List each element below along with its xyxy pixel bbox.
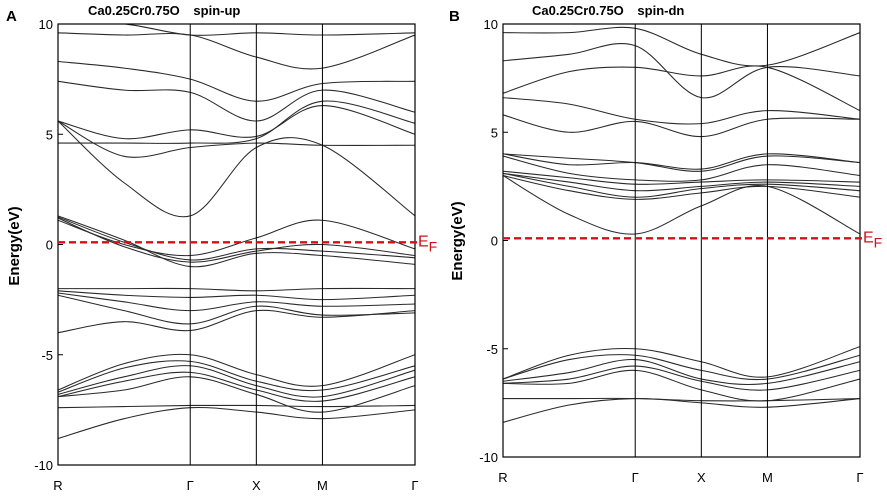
panel-a-band-line-11 [58,290,415,301]
panel-a-band-line-17 [58,120,415,218]
panel-a-y-tick-label-2: 5 [46,127,53,142]
panel-a-band-line-18 [58,120,415,158]
panel-a-band-line-22 [58,60,415,102]
panel-a-label: A [6,8,17,25]
panel-a-title: Ca0.25Cr0.75O spin-up [88,3,240,18]
panel-b-band-line-18 [503,65,860,112]
panel-b-band-line-15 [503,153,860,172]
panel-b-band-line-2 [503,397,860,402]
panel-a-fermi-label: EF [418,233,437,254]
panel-a-kpoint-label-4: M [317,478,328,493]
panel-b-band-line-17 [503,97,860,125]
panel-a-kpoint-label-3: X [252,478,261,493]
panel-b-kpoint-label-5: Γ [856,470,863,485]
panel-b-band-line-4 [503,365,860,391]
panel-b-band-line-3 [503,369,860,402]
panel-b-band-line-12 [503,170,860,185]
panel-b-frame [502,23,861,458]
panel-a-band-line-24 [58,24,415,36]
panel-a-band-line-14 [58,216,415,261]
panel-b-y-tick-label-5: -10 [479,450,498,465]
panel-a-band-line-15 [58,217,415,263]
panel-a-y-tick-label-5: -10 [34,458,53,473]
panel-a: A Ca0.25Cr0.75O spin-up Energy(eV) EF 10 5… [6,3,437,493]
panel-b-kpoint-label-4: M [762,470,773,485]
panel-a-kpoint-label-5: Γ [411,478,418,493]
panel-b-kpoint-label-1: R [498,470,507,485]
panel-b-bands [503,26,860,423]
panel-a-y-tick-label-4: -5 [41,348,53,363]
panel-b-band-line-5 [503,359,860,385]
panel-a-band-line-3 [58,376,415,413]
panel-b-band-line-7 [503,346,860,380]
panel-a-band-line-8 [58,309,415,334]
panel-a-band-line-10 [58,292,415,312]
panel-b-spin: spin-dn [637,3,684,18]
panel-b-band-line-6 [503,354,860,381]
panel-a-band-line-6 [58,360,415,393]
panel-a-bands [58,24,415,440]
panel-b-y-tick-label-2: 5 [491,125,498,140]
panel-b-fermi-label: EF [863,229,882,250]
panel-b-band-line-19 [503,43,860,99]
panel-a-spin: spin-up [193,3,240,18]
panel-a-band-line-5 [58,365,415,398]
panel-a-kpoint-label-2: Γ [187,478,194,493]
panel-a-band-line-7 [58,353,415,391]
panel-b-band-line-9 [503,175,860,200]
panel-b-band-line-20 [503,26,860,67]
panel-b-label: B [449,8,460,25]
panel-b: B Ca0.25Cr0.75O spin-dn Energy(eV) EF 10 5… [449,3,882,485]
panel-b-band-line-13 [503,155,860,182]
panel-b-band-line-16 [503,114,860,138]
panel-b-y-tick-label-1: 10 [484,17,498,32]
panel-b-band-line-14 [503,153,860,170]
panel-a-marks: EF 10 5 0 -5 -10R Γ X M Γ [34,17,437,493]
panel-a-band-line-23 [58,32,415,70]
panel-b-band-line-10 [503,172,860,198]
panel-a-y-tick-label-1: 10 [39,17,53,32]
panel-a-band-line-1 [58,406,415,440]
panel-b-marks: EF 10 5 0 -5 -10R Γ X M Γ [479,17,882,485]
panel-b-y-tick-label-3: 0 [491,234,498,249]
panel-b-kpoint-label-2: Γ [632,470,639,485]
panel-b-band-line-1 [503,398,860,423]
panel-a-band-line-4 [58,371,415,402]
panel-b-y-tick-label-4: -5 [486,342,498,357]
panel-b-band-line-8 [503,175,860,235]
panel-a-band-line-19 [58,105,415,140]
panel-b-band-line-11 [503,172,860,192]
panel-b-formula: Ca0.25Cr0.75O [532,3,624,18]
panel-b-kpoint-label-3: X [697,470,706,485]
panel-a-band-line-13 [58,215,415,268]
panel-a-band-line-12 [58,287,415,292]
panel-b-y-axis-label: Energy(eV) [449,201,466,280]
panel-a-kpoint-label-1: R [53,478,62,493]
panel-a-y-tick-label-3: 0 [46,238,53,253]
panel-a-band-line-21 [58,80,415,122]
panel-a-band-line-20 [58,100,415,144]
panel-a-formula: Ca0.25Cr0.75O [88,3,180,18]
panel-a-y-axis-label: Energy(eV) [6,206,23,285]
panel-a-band-line-2 [58,404,415,409]
panel-b-title: Ca0.25Cr0.75O spin-dn [532,3,684,18]
panel-a-band-line-9 [58,294,415,325]
